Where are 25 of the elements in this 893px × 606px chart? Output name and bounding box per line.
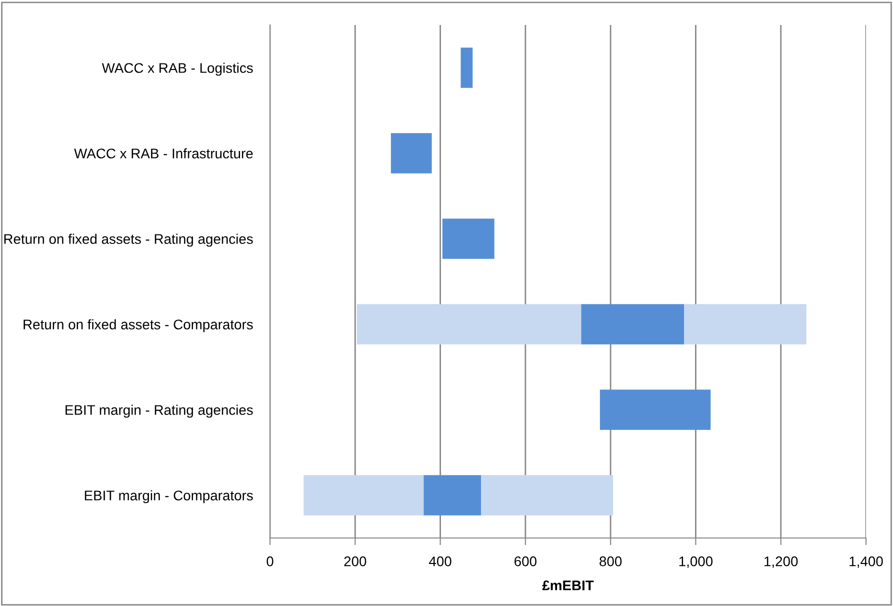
y-tick-label: WACC x RAB - Logistics (102, 62, 253, 76)
bar (684, 304, 806, 344)
bar (600, 390, 711, 430)
bar (390, 133, 432, 174)
x-tick-label: 800 (600, 556, 622, 566)
y-tick-label: EBIT margin - Rating agencies (66, 404, 253, 418)
x-tick-label: 400 (429, 556, 452, 566)
x-tick-label: 600 (514, 556, 536, 566)
x-tick-label: 1,400 (850, 556, 883, 568)
y-tick-label: EBIT margin - Comparators (84, 490, 253, 504)
bar (460, 48, 473, 88)
bar (481, 475, 614, 516)
y-tick-label: Return on fixed assets - Comparators (24, 319, 253, 332)
y-tick-label: Return on fixed assets - Rating agencies (4, 234, 253, 247)
bar (442, 218, 494, 259)
x-tick-label: 200 (344, 556, 366, 566)
x-tick-label: 1,200 (764, 556, 798, 568)
y-tick-label: WACC x RAB - Infrastructure (74, 148, 253, 158)
bar (424, 475, 482, 516)
bar (581, 304, 684, 344)
x-tick-label: 0 (266, 556, 274, 566)
x-axis-title: £mEBIT (542, 580, 594, 590)
bar (304, 475, 424, 516)
bar (356, 304, 582, 344)
x-tick-label: 1,000 (679, 556, 713, 568)
